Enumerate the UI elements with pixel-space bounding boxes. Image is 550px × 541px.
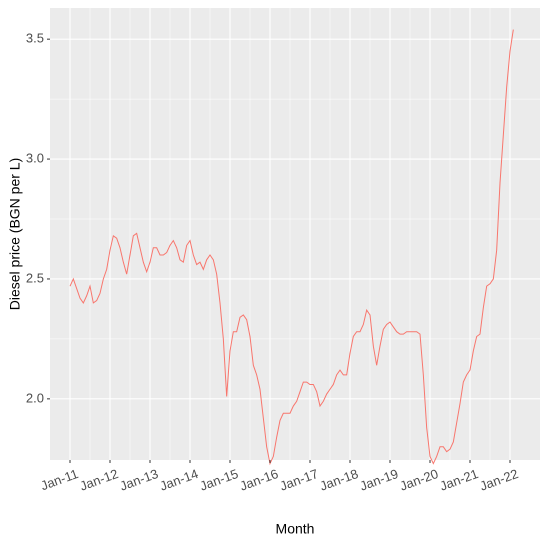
x-tick-label: Jan-14 [158, 466, 200, 494]
x-tick-label: Jan-13 [118, 466, 160, 494]
y-tick-label: 2.5 [26, 270, 44, 285]
x-axis-title: Month [276, 521, 315, 537]
grid [50, 8, 540, 460]
x-tick-label: Jan-22 [478, 466, 520, 494]
x-tick-label: Jan-12 [78, 466, 120, 494]
y-tick-label: 2.0 [26, 390, 44, 405]
x-tick-label: Jan-18 [318, 466, 360, 494]
y-tick-label: 3.5 [26, 31, 44, 46]
y-axis-title: Diesel price (BGN per L) [7, 158, 23, 311]
x-tick-label: Jan-11 [39, 466, 81, 493]
x-tick-label: Jan-19 [358, 466, 400, 494]
plot-panel [50, 8, 540, 460]
x-tick-label: Jan-21 [438, 466, 480, 494]
x-tick-label: Jan-16 [238, 466, 280, 494]
marks [69, 29, 514, 466]
line-series [69, 29, 514, 466]
x-tick-label: Jan-17 [278, 466, 320, 494]
y-tick-label: 3.0 [26, 151, 44, 166]
x-tick-label: Jan-15 [198, 466, 240, 494]
x-tick-label: Jan-20 [398, 466, 440, 494]
